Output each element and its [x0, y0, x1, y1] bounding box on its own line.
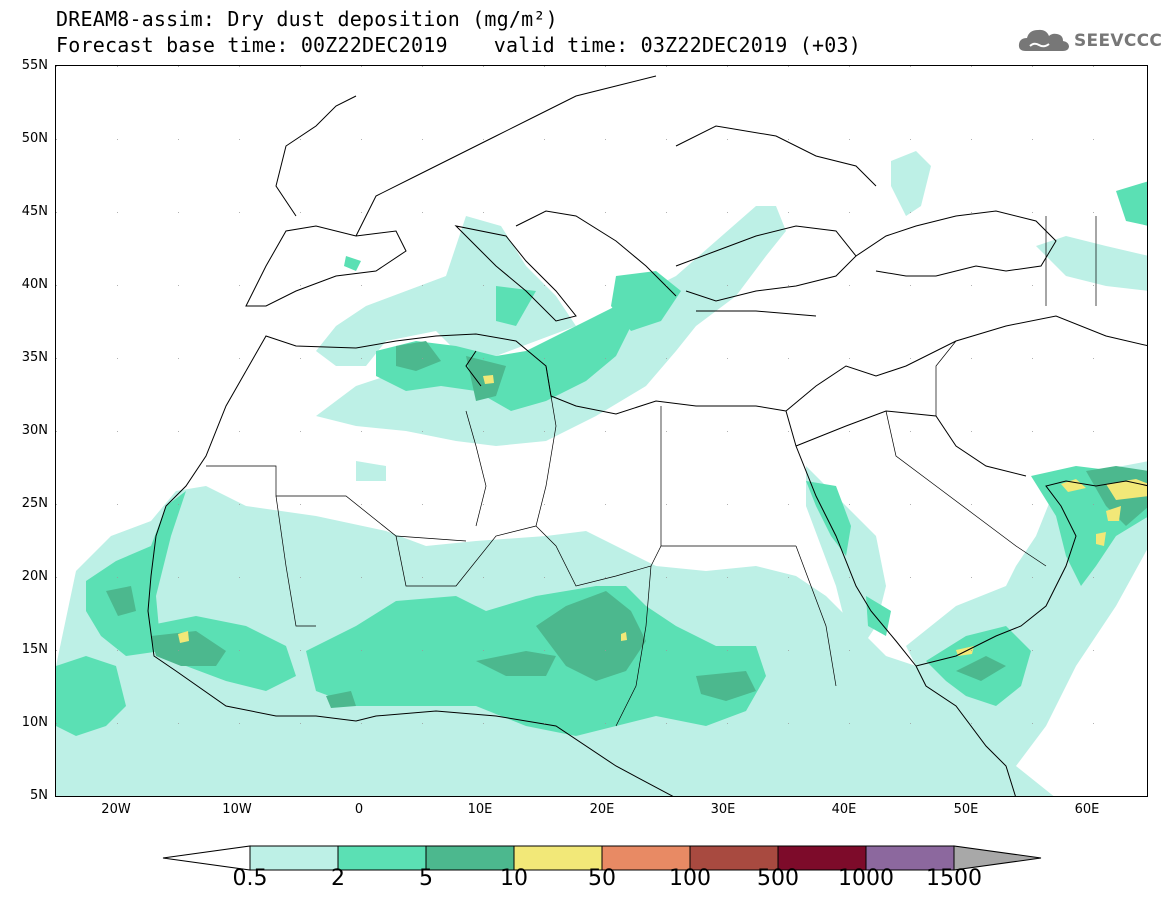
lat-tick-15n: 15N [21, 642, 48, 657]
valid-time: valid time: 03Z22DEC2019 (+03) [493, 33, 861, 57]
lon-tick-20w: 20W [101, 802, 131, 817]
seevccc-logo: SEEVCCC [1018, 26, 1162, 56]
logo-text: SEEVCCC [1074, 31, 1163, 51]
lon-tick-20e: 20E [589, 802, 615, 817]
lon-tick-40e: 40E [831, 802, 857, 817]
forecast-times: Forecast base time: 00Z22DEC2019 valid ti… [56, 34, 861, 56]
legend-swatch-0.5-2 [249, 845, 339, 871]
legend-label-2: 2 [331, 866, 345, 891]
legend-swatch-10-50 [513, 845, 603, 871]
lon-tick-10w: 10W [222, 802, 252, 817]
lat-tick-45n: 45N [21, 204, 48, 219]
legend-swatch-5-10 [425, 845, 515, 871]
lon-tick-60e: 60E [1074, 802, 1100, 817]
color-legend [162, 845, 1042, 871]
grid-dots [56, 66, 1147, 796]
lon-tick-50e: 50E [953, 802, 979, 817]
lat-tick-10n: 10N [21, 715, 48, 730]
lat-tick-55n: 55N [21, 58, 48, 73]
lat-tick-40n: 40N [21, 277, 48, 292]
lon-tick-10e: 10E [467, 802, 493, 817]
legend-label-10: 10 [500, 866, 528, 891]
lat-tick-30n: 30N [21, 423, 48, 438]
legend-swatch-500-1000 [777, 845, 867, 871]
legend-label-1000: 1000 [838, 866, 894, 891]
legend-label-5: 5 [419, 866, 433, 891]
lat-tick-25n: 25N [21, 496, 48, 511]
base-time: Forecast base time: 00Z22DEC2019 [56, 33, 448, 57]
legend-label-0.5: 0.5 [232, 866, 268, 891]
cloud-icon [1018, 29, 1069, 51]
legend-label-1500: 1500 [926, 866, 982, 891]
dust-deposition-map [55, 65, 1148, 797]
legend-label-500: 500 [757, 866, 799, 891]
lat-tick-5n: 5N [30, 788, 48, 803]
legend-swatch-above [953, 845, 1042, 871]
map-title: DREAM8-assim: Dry dust deposition (mg/m²… [56, 7, 558, 31]
legend-label-100: 100 [669, 866, 711, 891]
lat-tick-50n: 50N [21, 131, 48, 146]
map-plot [56, 66, 1147, 796]
legend-swatch-100-500 [689, 845, 779, 871]
legend-swatch-1000-1500 [865, 845, 955, 871]
lon-tick-30e: 30E [710, 802, 736, 817]
lat-tick-20n: 20N [21, 569, 48, 584]
legend-label-50: 50 [588, 866, 616, 891]
lon-tick-0: 0 [354, 802, 364, 817]
lat-tick-35n: 35N [21, 350, 48, 365]
